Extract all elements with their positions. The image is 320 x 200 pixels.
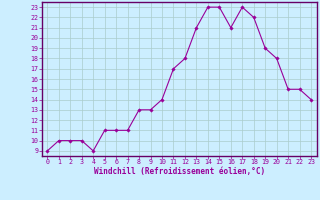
- X-axis label: Windchill (Refroidissement éolien,°C): Windchill (Refroidissement éolien,°C): [94, 167, 265, 176]
